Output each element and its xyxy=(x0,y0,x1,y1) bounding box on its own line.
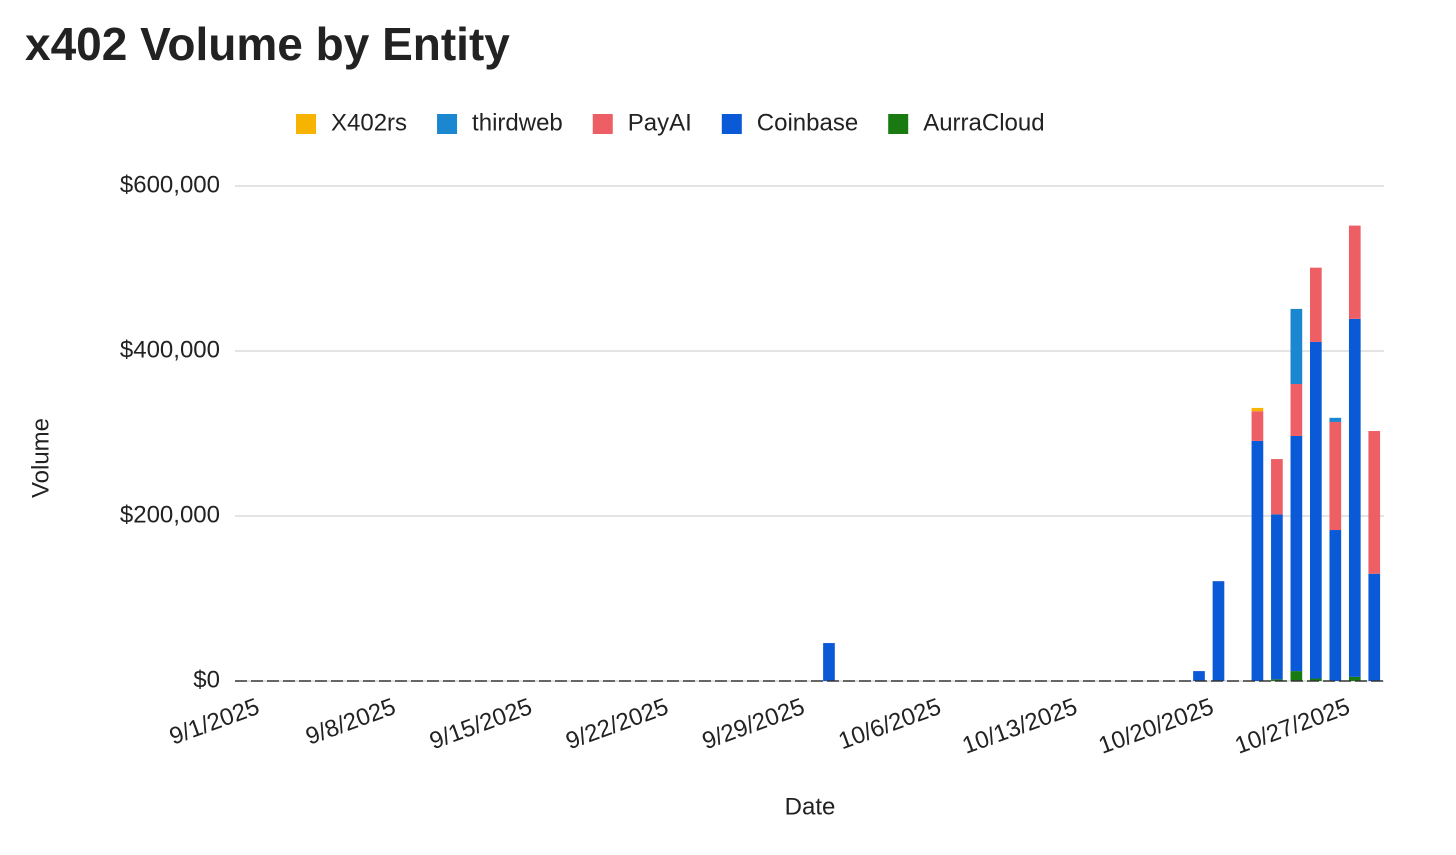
bar-segment xyxy=(1368,431,1381,574)
bar-segment xyxy=(1329,530,1342,681)
bar-segment xyxy=(823,643,835,681)
bar-segment xyxy=(1251,411,1264,441)
y-tick-label: $600,000 xyxy=(120,171,220,198)
bar-segment xyxy=(1329,421,1342,531)
bar-segment xyxy=(1290,671,1303,681)
bar-segment xyxy=(1271,514,1283,680)
x-tick-label: 9/22/2025 xyxy=(562,693,672,755)
bar-segment xyxy=(1251,407,1264,412)
x-tick-label: 9/15/2025 xyxy=(426,693,536,755)
bar-segment xyxy=(1271,459,1283,515)
bar-segment xyxy=(1193,671,1205,681)
chart-title: x402 Volume by Entity xyxy=(25,18,510,70)
bar-segment xyxy=(1368,573,1381,681)
x-tick-label: 10/13/2025 xyxy=(959,693,1081,759)
bar-segment xyxy=(1348,225,1361,319)
x-tick-label: 9/1/2025 xyxy=(166,693,263,750)
x-tick-label: 9/8/2025 xyxy=(302,693,399,750)
legend-label: PayAI xyxy=(628,109,692,136)
bar-segment xyxy=(1212,581,1225,681)
legend-label: thirdweb xyxy=(472,109,563,136)
bar-segment xyxy=(1290,308,1303,384)
bar-segment xyxy=(1271,679,1283,681)
legend-label: X402rs xyxy=(331,109,407,136)
bar-segment xyxy=(1290,384,1303,436)
x-tick-label: 10/6/2025 xyxy=(835,693,945,755)
bar-segment xyxy=(1309,267,1322,342)
x-axis-title: Date xyxy=(785,793,836,820)
x-tick-label: 10/27/2025 xyxy=(1231,693,1353,759)
bar-segment xyxy=(1348,676,1361,681)
x-tick-label: 9/29/2025 xyxy=(699,693,809,755)
y-axis-title: Volume xyxy=(27,418,54,498)
bar-segment xyxy=(1329,417,1342,422)
y-tick-label: $0 xyxy=(193,666,220,693)
legend-label: AurraCloud xyxy=(923,109,1044,136)
legend-swatch xyxy=(296,114,316,134)
legend-label: Coinbase xyxy=(757,109,858,136)
y-tick-label: $200,000 xyxy=(120,501,220,528)
bar-segment xyxy=(1251,440,1264,681)
legend-swatch xyxy=(592,114,613,134)
legend-swatch xyxy=(888,114,909,134)
legend-swatch xyxy=(721,114,742,134)
y-tick-label: $400,000 xyxy=(120,336,220,363)
x-tick-label: 10/20/2025 xyxy=(1095,693,1217,759)
legend-swatch xyxy=(437,114,458,134)
bar-segment xyxy=(1348,318,1361,677)
bar-segment xyxy=(1290,435,1303,672)
bar-segment xyxy=(1309,341,1322,679)
bar-segment xyxy=(1309,678,1322,681)
